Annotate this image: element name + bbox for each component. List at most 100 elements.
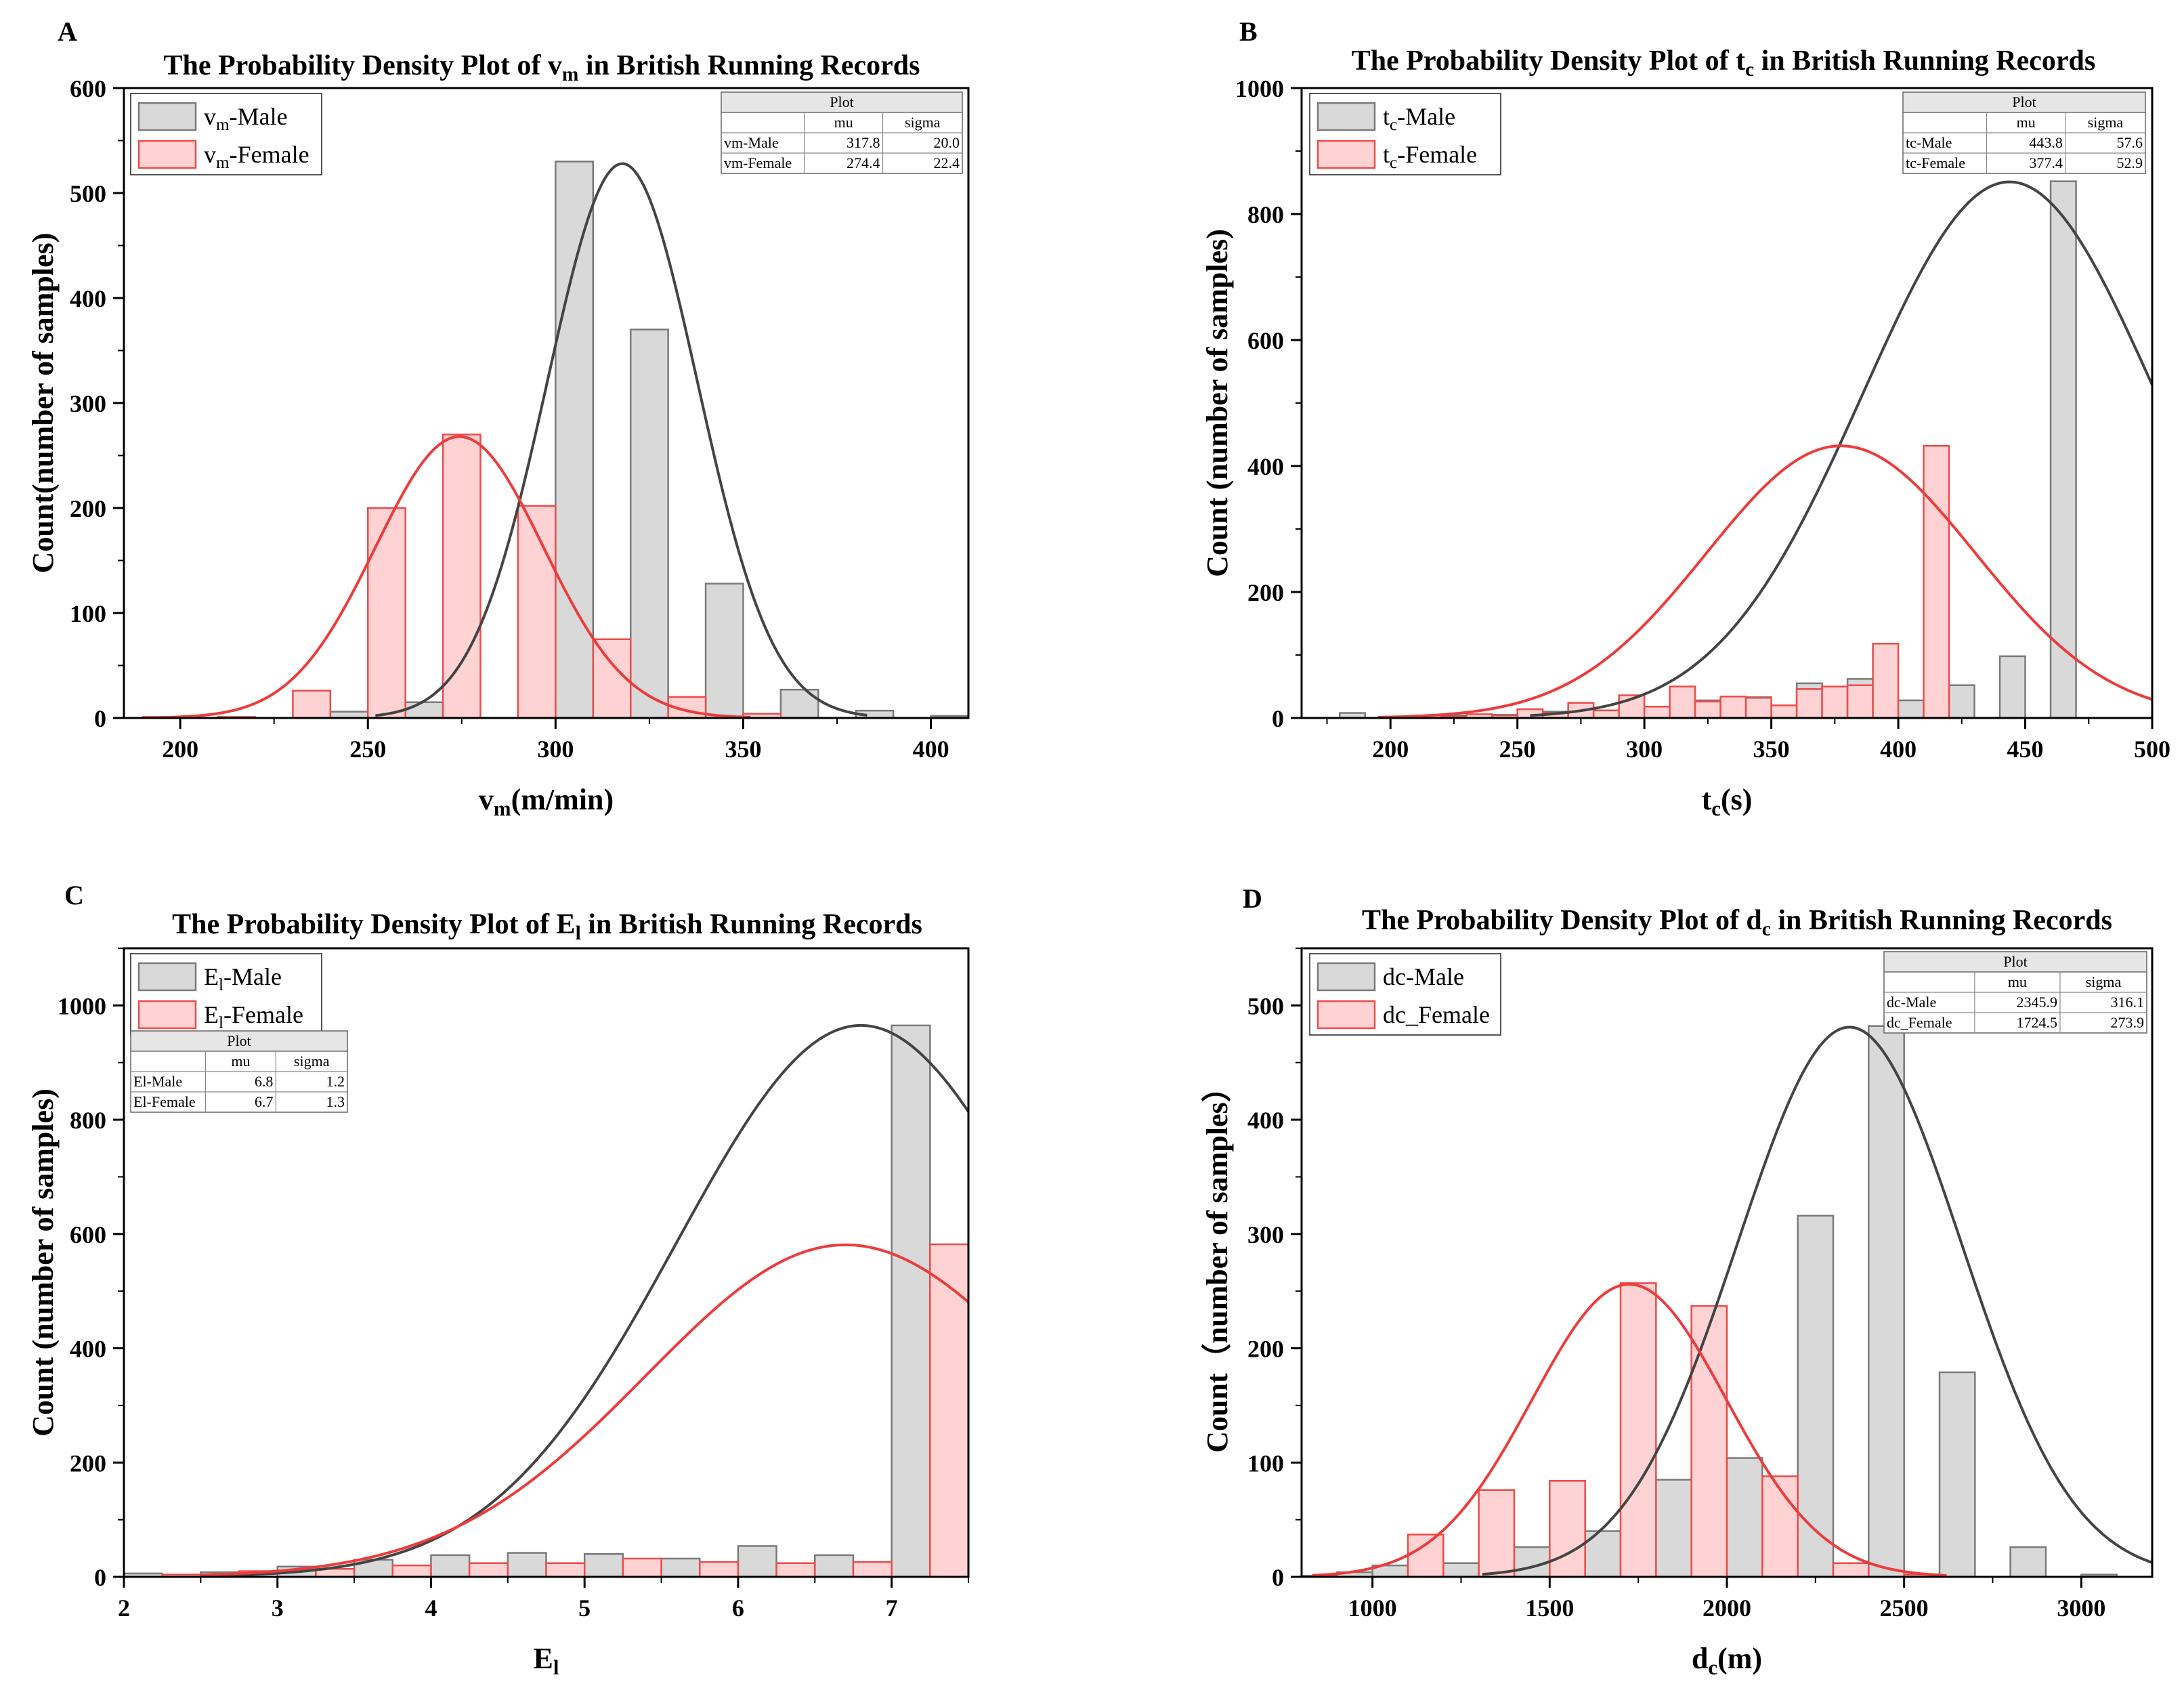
female-bar (698, 1561, 740, 1577)
table-cell-sigma: 57.6 (2117, 134, 2143, 151)
female-bar (1719, 696, 1747, 718)
y-tick-label: 0 (94, 1564, 106, 1591)
female-bar (1549, 1480, 1586, 1577)
legend-label-female-sub: l (219, 1014, 223, 1032)
legend-label-female: dc_Female (1383, 1001, 1490, 1028)
female-bar (292, 690, 332, 718)
male-bar (1726, 1457, 1763, 1577)
table-cell-name: vm-Female (724, 154, 792, 171)
male-bar (1655, 1479, 1692, 1577)
male-density-curve (1482, 1025, 2152, 1576)
male-bar (779, 688, 819, 718)
table-cell-mu: 274.4 (847, 154, 880, 171)
male-bar (1797, 1214, 1835, 1577)
chart-title-post: in British Running Records (581, 909, 922, 940)
legend-swatch-female (1316, 140, 1376, 169)
stats-table: Plot mu sigma dc-Male 2345.9 316.1 dc_Female 17… (1883, 951, 2147, 1034)
table-cell-mu: 1724.5 (2016, 1014, 2057, 1031)
x-tick-label: 3000 (2057, 1594, 2105, 1622)
legend-label-female: El-Female (204, 1001, 303, 1032)
y-tick-label: 200 (70, 495, 106, 522)
table-cell-mu: 6.8 (255, 1073, 274, 1090)
x-tick-label: 200 (1372, 736, 1409, 763)
table-body-bg (1883, 971, 2147, 1034)
table-title: Plot (830, 93, 853, 110)
female-density-curve (200, 1243, 968, 1577)
x-axis-label-main: d (1692, 1642, 1708, 1675)
x-axis-label-main: v (479, 783, 494, 816)
chart-title-sub: l (576, 923, 581, 944)
chart-title-post: in British Running Records (578, 50, 920, 81)
male-bar (1868, 1025, 1905, 1577)
x-axis-label: El (534, 1642, 559, 1679)
x-tick-label: 2500 (1880, 1594, 1929, 1622)
table-header-bg (130, 1030, 348, 1052)
y-tick-label: 800 (70, 1107, 106, 1134)
male-bar (507, 1552, 547, 1577)
y-tick-label: 200 (1247, 579, 1284, 606)
female-bar (1821, 685, 1849, 718)
legend-swatch-male (1316, 962, 1376, 992)
table-cell-sigma: 20.0 (934, 134, 960, 151)
male-bar (2009, 1546, 2047, 1577)
legend-label-male: vm-Male (204, 103, 288, 134)
chart-title-main: The Probability Density Plot of E (172, 909, 575, 940)
male-density-curve (375, 162, 868, 717)
table-col-mu: mu (834, 114, 853, 131)
chart-title-sub: c (1745, 59, 1754, 81)
plot-frame (123, 947, 970, 1578)
female-bar (1795, 688, 1823, 718)
legend-swatch-male (1316, 102, 1376, 131)
female-bar (315, 1567, 356, 1577)
male-bar (2080, 1573, 2118, 1577)
legend-label-female-post: -Female (223, 1001, 303, 1028)
table-body-bg (130, 1051, 348, 1113)
female-bar (442, 433, 481, 718)
male-bar (1998, 655, 2026, 718)
table-col-sigma: sigma (294, 1053, 330, 1070)
y-axis-label-main: Count (number of samples) (1201, 229, 1234, 577)
table-cell-name: El-Male (133, 1073, 182, 1090)
table-title: Plot (2003, 953, 2027, 970)
panel-letter: A (58, 16, 77, 47)
x-axis-label: dc(m) (1692, 1642, 1762, 1679)
y-tick-label: 100 (1247, 1450, 1284, 1477)
legend-label-male-post: -Male (1397, 103, 1455, 130)
female-bar (852, 1561, 893, 1577)
x-axis-label-sub: m (494, 797, 511, 820)
legend-label-female: vm-Female (204, 141, 309, 172)
male-bar (1442, 1562, 1480, 1577)
male-bar (814, 1554, 855, 1577)
y-tick-label: 200 (70, 1450, 106, 1477)
table-cell-sigma: 22.4 (934, 154, 960, 171)
legend-label-male-sub: c (1390, 116, 1397, 134)
table-title: Plot (2012, 93, 2036, 110)
y-axis-label: Count（number of samples） (1201, 1072, 1234, 1452)
table-cell-mu: 443.8 (2029, 134, 2063, 151)
table-header-bg (1902, 91, 2146, 113)
legend-label-female-main: dc_Female (1383, 1001, 1490, 1028)
y-tick-label: 400 (1247, 1107, 1284, 1134)
y-tick-label: 200 (1247, 1336, 1284, 1363)
bars-group (1338, 180, 2152, 718)
chart-title: The Probability Density Plot of tc in Br… (1352, 45, 2096, 81)
table-cell-sigma: 273.9 (2111, 1014, 2145, 1031)
y-axis-label-main: Count（number of samples） (1201, 1072, 1234, 1452)
x-axis-label-main: t (1702, 783, 1712, 816)
table-cell-name: El-Female (133, 1093, 196, 1110)
female-bar (1619, 1282, 1657, 1577)
legend-label-male: dc-Male (1383, 963, 1464, 990)
y-tick-label: 600 (1247, 327, 1284, 354)
male-bar (660, 1557, 701, 1577)
chart-title-post: in British Running Records (1754, 45, 2095, 77)
female-density-curve (1312, 1283, 1947, 1577)
table-cell-sigma: 1.2 (326, 1073, 345, 1090)
x-tick-label: 200 (162, 736, 198, 763)
female-bar (929, 1243, 968, 1577)
legend-label-female: tc-Female (1383, 141, 1477, 172)
legend-label-female-main: v (204, 141, 216, 168)
x-tick-label: 3 (272, 1594, 284, 1622)
x-tick-label: 250 (349, 736, 386, 763)
